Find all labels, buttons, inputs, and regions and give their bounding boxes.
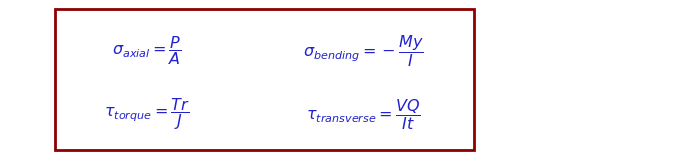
Text: $\sigma_{axial} = \dfrac{P}{A}$: $\sigma_{axial} = \dfrac{P}{A}$ — [112, 34, 182, 67]
Text: $\tau_{torque} = \dfrac{Tr}{J}$: $\tau_{torque} = \dfrac{Tr}{J}$ — [104, 97, 189, 132]
Text: $\sigma_{bending} = -\dfrac{My}{I}$: $\sigma_{bending} = -\dfrac{My}{I}$ — [303, 33, 424, 69]
Bar — [55, 9, 474, 150]
Text: $\tau_{transverse} = \dfrac{VQ}{It}$: $\tau_{transverse} = \dfrac{VQ}{It}$ — [306, 97, 421, 132]
